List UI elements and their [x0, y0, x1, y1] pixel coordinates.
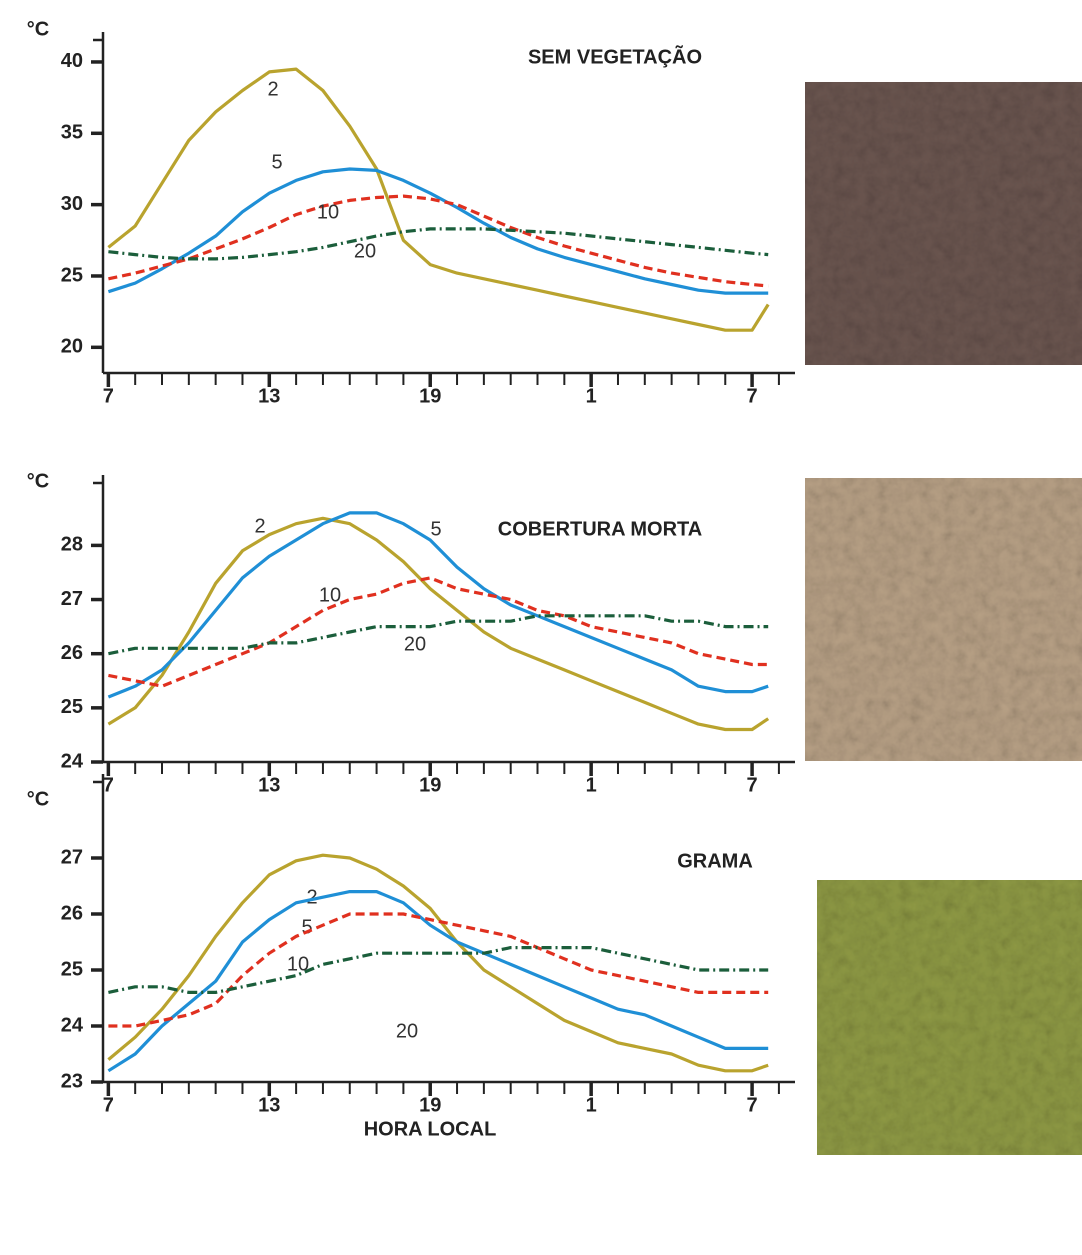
- x-tick-label: 7: [747, 385, 758, 407]
- curve-label: 5: [430, 518, 441, 540]
- temperature-line: [107, 67, 770, 332]
- temperature-line: [108, 227, 769, 261]
- x-tick-label: 13: [258, 385, 280, 407]
- y-tick-label: 24: [61, 750, 84, 772]
- y-tick-label: 27: [61, 846, 83, 868]
- curve-label: 10: [317, 201, 339, 223]
- x-tick-label: 19: [419, 774, 441, 796]
- temperature-line: [108, 945, 769, 995]
- chart-title: GRAMA: [677, 850, 753, 872]
- curve-label: 5: [301, 916, 312, 938]
- y-tick-label: 40: [61, 50, 83, 72]
- temperature-line: [107, 516, 770, 732]
- y-tick-label: 25: [61, 264, 83, 286]
- x-tick-label: 7: [103, 774, 114, 796]
- temperature-line: [107, 853, 769, 1073]
- curve-label: 10: [287, 953, 309, 975]
- y-axis-label: °C: [27, 18, 49, 40]
- curve-label: 10: [319, 584, 341, 606]
- y-tick-label: 25: [61, 696, 83, 718]
- temperature-line: [107, 167, 769, 295]
- temperature-line: [107, 889, 769, 1073]
- mulch-photo: [805, 478, 1082, 761]
- y-tick-label: 24: [61, 1014, 84, 1036]
- y-tick-label: 20: [61, 336, 83, 358]
- x-tick-label: 7: [103, 1094, 114, 1116]
- y-tick-label: 27: [61, 588, 83, 610]
- x-tick-label: 19: [419, 1094, 441, 1116]
- curve-label: 2: [306, 886, 317, 908]
- chart-title: SEM VEGETAÇÃO: [528, 45, 702, 68]
- curve-label: 20: [404, 633, 426, 655]
- grass-photo: [817, 880, 1082, 1155]
- x-tick-label: 7: [103, 385, 114, 407]
- x-tick-label: 1: [586, 385, 597, 407]
- y-tick-label: 35: [61, 122, 83, 144]
- temperature-line: [108, 614, 769, 656]
- curve-label: 5: [271, 151, 282, 173]
- temperature-line: [108, 194, 769, 288]
- curve-label: 20: [354, 240, 376, 262]
- temperature-line: [108, 576, 769, 688]
- y-tick-label: 30: [61, 193, 83, 215]
- x-tick-label: 13: [258, 774, 280, 796]
- y-axis-label: °C: [27, 470, 49, 492]
- y-tick-label: 26: [61, 642, 83, 664]
- y-tick-label: 23: [61, 1070, 83, 1092]
- y-tick-label: 25: [61, 958, 83, 980]
- curve-label: 2: [267, 78, 278, 100]
- curve-label: 20: [396, 1020, 418, 1042]
- x-axis-label: HORA LOCAL: [364, 1118, 497, 1140]
- x-tick-label: 1: [586, 774, 597, 796]
- y-tick-label: 26: [61, 902, 83, 924]
- y-axis-label: °C: [27, 788, 49, 810]
- curve-label: 2: [254, 515, 265, 537]
- x-tick-label: 13: [258, 1094, 280, 1116]
- x-tick-label: 1: [586, 1094, 597, 1116]
- temperature-line: [107, 511, 769, 699]
- chart-title: COBERTURA MORTA: [498, 518, 702, 540]
- x-tick-label: 7: [747, 1094, 758, 1116]
- soil-photo: [805, 82, 1082, 365]
- x-tick-label: 19: [419, 385, 441, 407]
- temperature-line: [108, 912, 769, 1028]
- y-tick-label: 28: [61, 534, 83, 556]
- x-tick-label: 7: [747, 774, 758, 796]
